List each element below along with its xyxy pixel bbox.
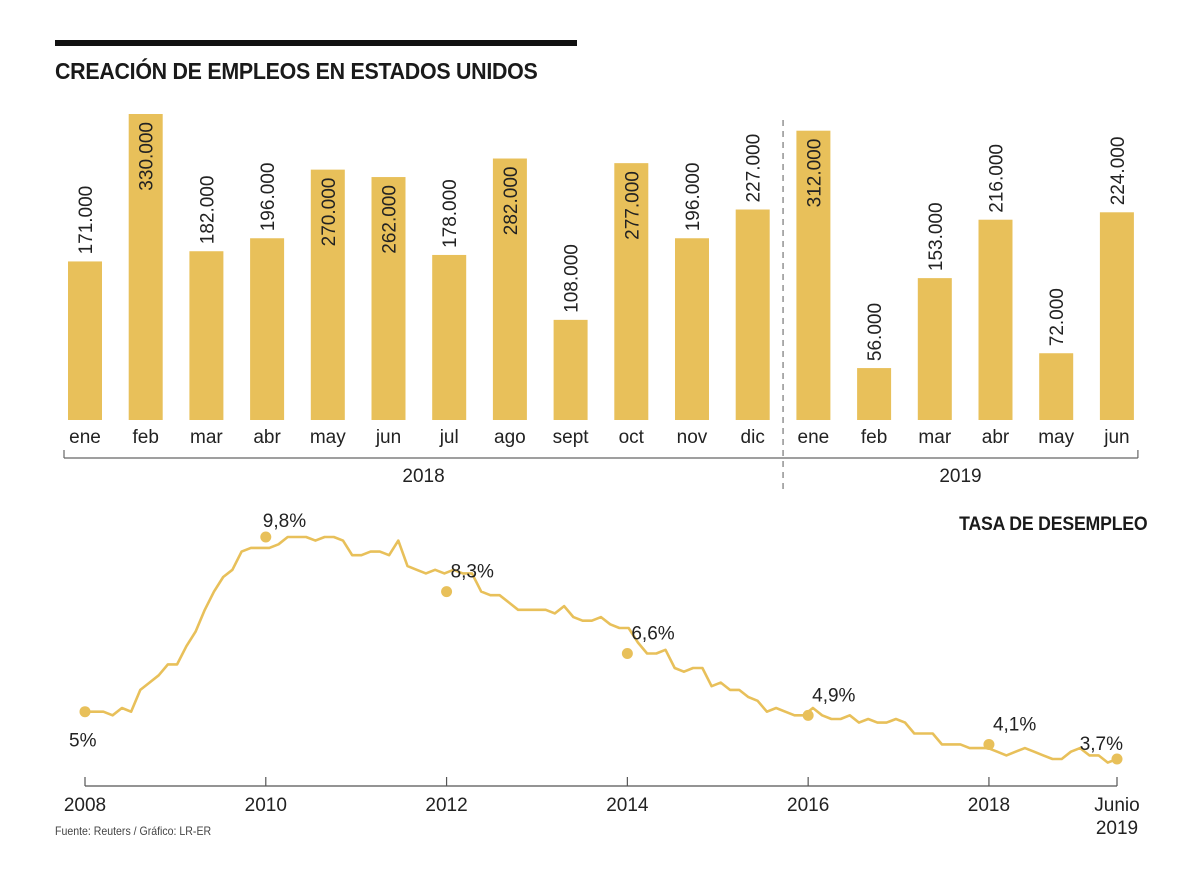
- category-label: may: [1038, 427, 1074, 448]
- x-tick-label: 2014: [606, 795, 649, 816]
- highlight-point: [1111, 753, 1123, 765]
- category-label: dic: [741, 427, 765, 448]
- group-label: 2019: [939, 466, 981, 487]
- bar-value-label: 216.000: [987, 144, 1008, 213]
- x-tick-label: 2018: [968, 795, 1010, 816]
- bar: [614, 163, 649, 421]
- highlight-label: 9,8%: [263, 511, 306, 532]
- category-label: oct: [619, 427, 645, 448]
- bar: [128, 114, 163, 420]
- x-tick-label: 2010: [245, 795, 287, 816]
- category-label: abr: [982, 427, 1010, 448]
- bar-value-label: 196.000: [258, 163, 279, 232]
- bar-value-label: 270.000: [319, 178, 340, 247]
- bar-value-label: 108.000: [562, 244, 583, 313]
- bar-value-label: 171.000: [76, 186, 97, 255]
- unemployment-line: [85, 535, 1118, 764]
- x-tick-label: 2016: [787, 795, 829, 816]
- category-label: jun: [375, 427, 401, 448]
- chart-title: CREACIÓN DE EMPLEOS EN ESTADOS UNIDOS: [55, 58, 538, 84]
- highlight-point: [79, 706, 91, 718]
- bar: [189, 251, 224, 420]
- highlight-label: 3,7%: [1080, 734, 1123, 755]
- category-label: sept: [553, 427, 590, 448]
- bar: [553, 319, 588, 420]
- bar-value-label: 224.000: [1108, 137, 1129, 206]
- bar: [978, 219, 1013, 420]
- bar-value-label: 312.000: [804, 139, 825, 208]
- bar-value-label: 262.000: [380, 185, 401, 254]
- bar: [310, 169, 345, 420]
- bar: [1039, 353, 1074, 420]
- bar-value-label: 56.000: [865, 303, 886, 361]
- highlight-point: [802, 709, 814, 721]
- line-chart-title: TASA DE DESEMPLEO: [958, 514, 1147, 535]
- bar: [492, 158, 527, 420]
- bar-value-label: 196.000: [683, 163, 704, 232]
- highlight-label: 4,9%: [812, 685, 855, 706]
- category-label: may: [310, 427, 346, 448]
- bar-chart: 171.000 ene 330.000 feb 182.000 mar 196.000 abr…: [63, 114, 1139, 492]
- x-tick-label: Junio 2019: [1094, 795, 1139, 839]
- group-label: 2018: [402, 466, 444, 487]
- category-label: jul: [439, 427, 459, 448]
- bar: [675, 238, 709, 420]
- highlight-point: [621, 647, 633, 659]
- bar-value-label: 227.000: [744, 134, 765, 203]
- category-label: nov: [677, 427, 708, 448]
- bar-value-label: 182.000: [197, 176, 218, 245]
- bar-value-label: 330.000: [137, 122, 158, 191]
- category-label: feb: [861, 427, 887, 448]
- highlight-label: 8,3%: [451, 562, 494, 583]
- source-note: Fuente: Reuters / Gráfico: LR-ER: [55, 824, 212, 838]
- highlight-label: 5%: [69, 731, 97, 752]
- bar-value-label: 153.000: [926, 202, 947, 271]
- category-label: ago: [494, 427, 526, 448]
- bar: [735, 209, 770, 420]
- bar: [1099, 212, 1134, 420]
- highlight-label: 4,1%: [993, 714, 1036, 735]
- highlight-point: [441, 586, 453, 598]
- x-tick-label: 2008: [64, 795, 106, 816]
- bar-value-label: 178.000: [440, 179, 461, 248]
- bar: [796, 130, 831, 420]
- bar: [250, 238, 285, 420]
- bar: [432, 254, 467, 420]
- category-label: mar: [918, 427, 951, 448]
- category-label: mar: [190, 427, 223, 448]
- title-rule: [55, 40, 577, 46]
- highlight-point: [983, 738, 995, 750]
- highlight-label: 6,6%: [631, 623, 674, 644]
- bar-value-label: 277.000: [622, 171, 643, 240]
- category-label: feb: [132, 427, 158, 448]
- bar: [371, 177, 406, 420]
- category-label: ene: [69, 427, 101, 448]
- category-label: jun: [1103, 427, 1129, 448]
- highlight-point: [260, 531, 272, 543]
- bar-value-label: 282.000: [501, 167, 522, 236]
- category-label: ene: [798, 427, 830, 448]
- x-tick-label: 2012: [425, 795, 467, 816]
- bar-value-label: 72.000: [1047, 288, 1068, 346]
- bar: [917, 278, 952, 420]
- bar: [857, 368, 892, 420]
- category-label: abr: [253, 427, 281, 448]
- bar: [68, 261, 102, 420]
